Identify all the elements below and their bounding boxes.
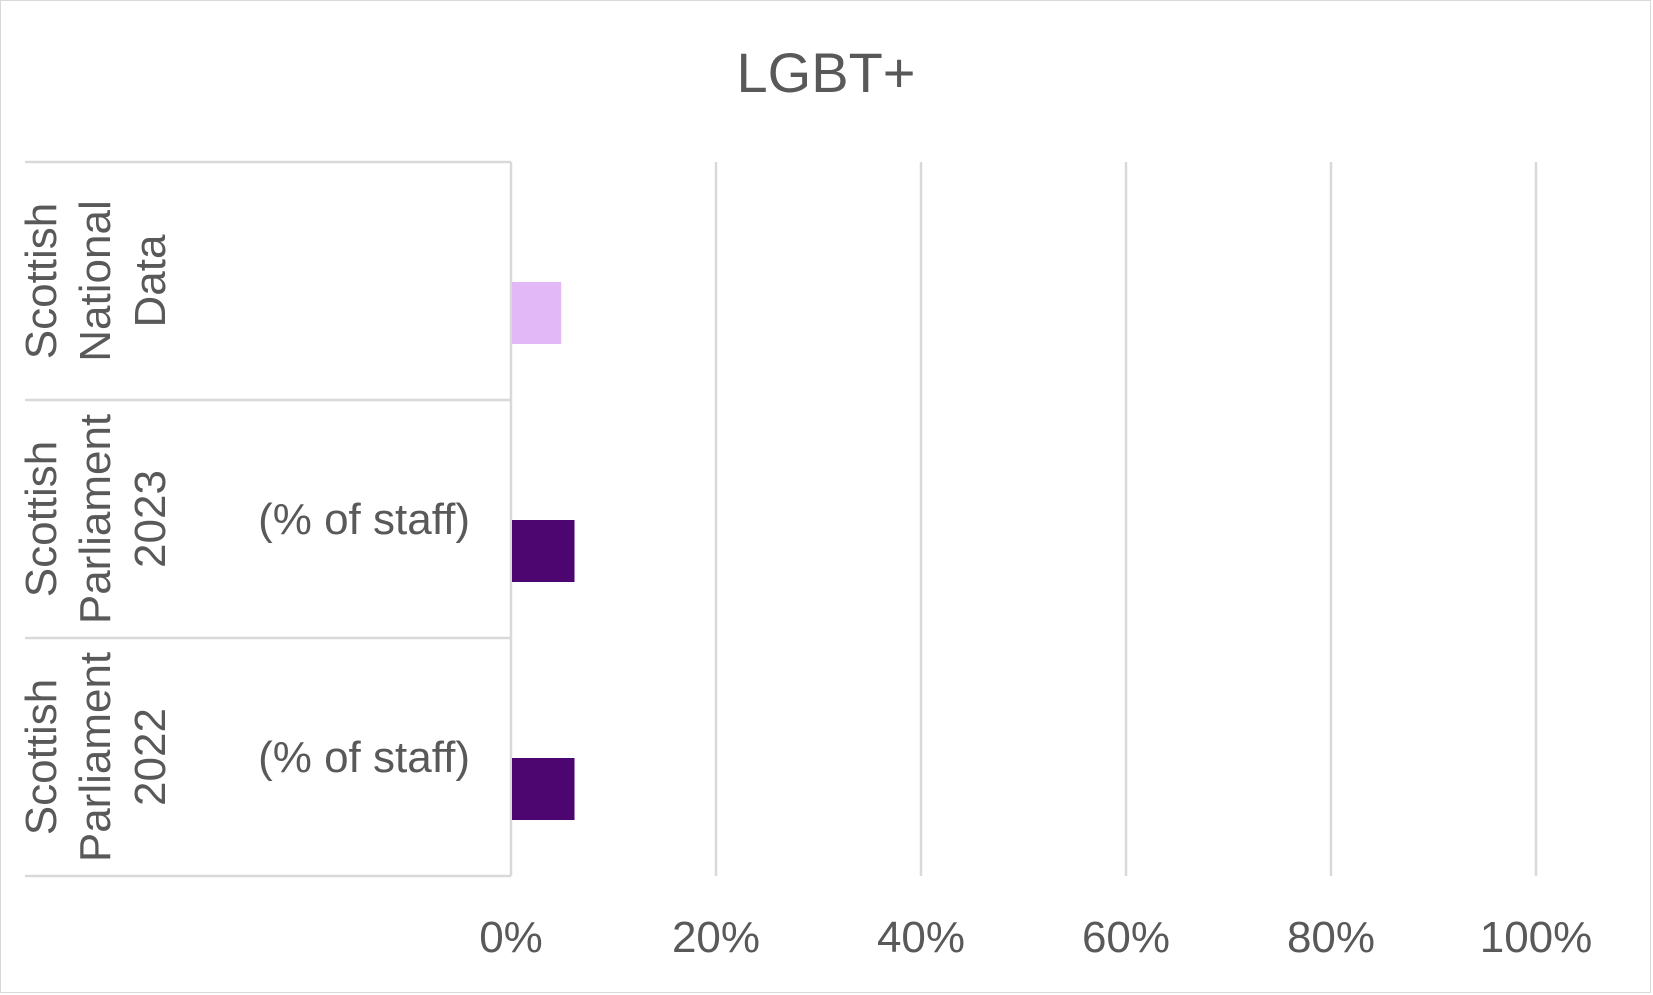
category-label-line: Scottish <box>17 679 66 836</box>
x-tick-label: 40% <box>877 913 965 962</box>
category-label-line: Data <box>126 234 175 327</box>
bars <box>512 282 575 820</box>
chart-title: LGBT+ <box>737 41 916 104</box>
bar-1 <box>512 520 575 582</box>
category-label-1: Scottish Parliament 2023 <box>17 414 175 624</box>
category-label-line: 2022 <box>126 708 175 806</box>
x-tick-label: 80% <box>1287 913 1375 962</box>
category-label-line: Scottish <box>17 203 66 360</box>
x-tick-label: 100% <box>1480 913 1593 962</box>
category-label-line: Scottish <box>17 441 66 598</box>
x-tick-label: 20% <box>672 913 760 962</box>
bar-0 <box>512 282 562 344</box>
x-tick-label: 0% <box>479 913 543 962</box>
x-tick-label: 60% <box>1082 913 1170 962</box>
x-axis-ticks: 0% 20% 40% 60% 80% 100% <box>479 913 1592 962</box>
category-label-2: Scottish Parliament 2022 <box>17 652 175 862</box>
category-label-line: Parliament <box>71 652 120 862</box>
bar-2 <box>512 758 575 820</box>
category-label-0: Scottish National Data <box>17 200 175 361</box>
category-label-line: 2023 <box>126 470 175 568</box>
gridlines <box>509 162 1538 876</box>
category-label-line: Parliament <box>71 414 120 624</box>
category-label-line: National <box>71 200 120 361</box>
category-note: (% of staff) <box>258 733 470 782</box>
category-note: (% of staff) <box>258 495 470 544</box>
